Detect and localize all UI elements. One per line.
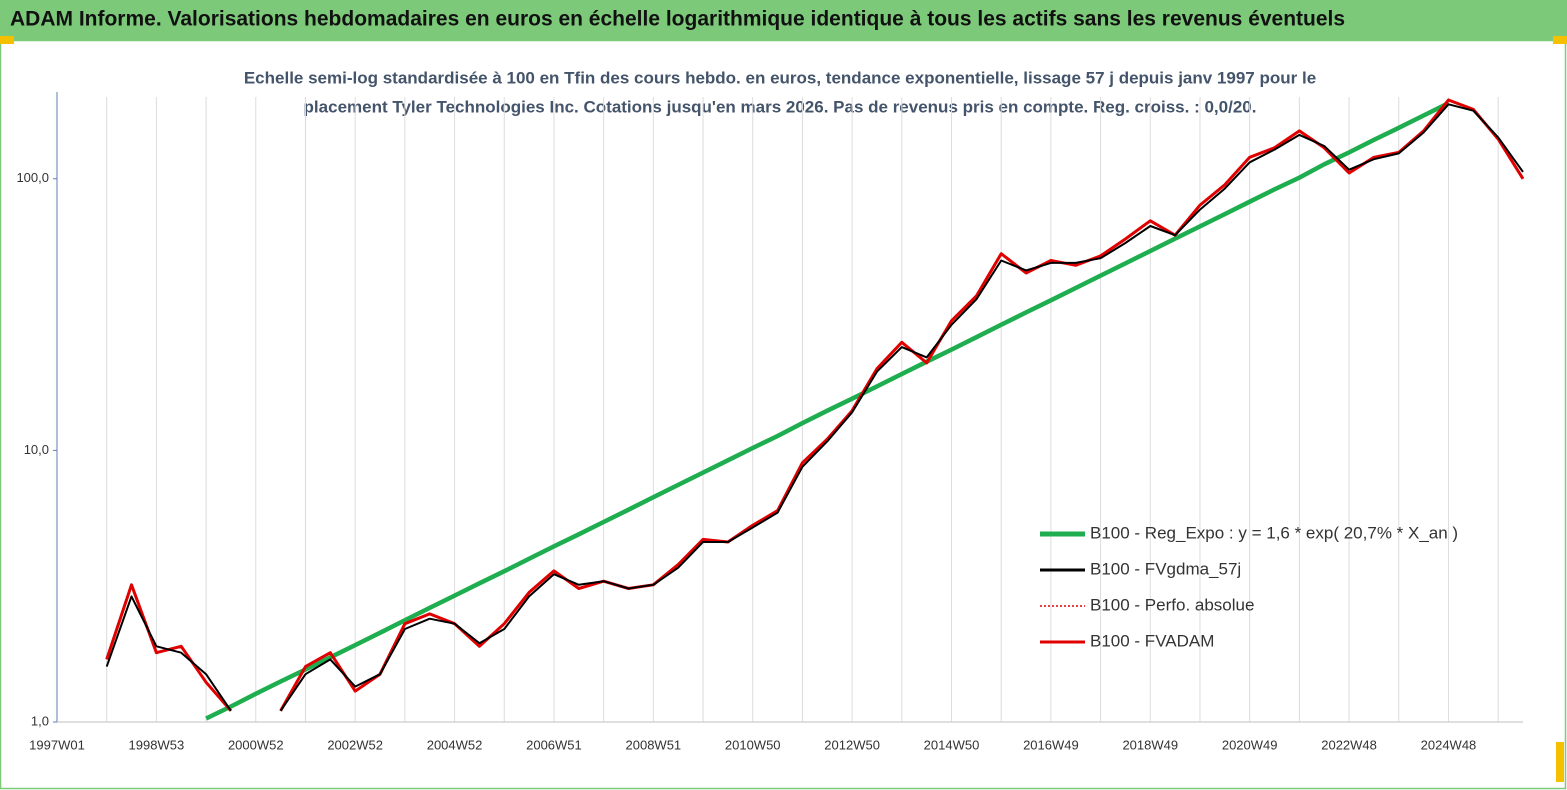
x-tick-label: 2024W48 — [1421, 737, 1477, 752]
plot-area — [105, 98, 1525, 721]
x-tick-label: 2020W49 — [1222, 737, 1278, 752]
x-tick-label: 2016W49 — [1023, 737, 1079, 752]
x-tick-label: 2000W52 — [228, 737, 284, 752]
y-tick-label: 1,0 — [31, 713, 49, 728]
header-bar — [0, 0, 1567, 40]
corner-mark — [1556, 742, 1564, 782]
x-tick-label: 2002W52 — [327, 737, 383, 752]
corner-mark — [1553, 36, 1567, 44]
y-tick-label: 10,0 — [24, 442, 49, 457]
x-tick-label: 2012W50 — [824, 737, 880, 752]
axes: 1,0 10,0 100,0 1997W01 1998W53 2000W52 2002W52… — [16, 92, 1523, 752]
x-tick-label: 2004W52 — [427, 737, 483, 752]
x-tick-label: 1997W01 — [29, 737, 85, 752]
x-tick-label: 1998W53 — [129, 737, 185, 752]
legend: B100 - Reg_Expo : y = 1,6 * exp( 20,7% *… — [1040, 523, 1458, 650]
legend-label: B100 - Reg_Expo : y = 1,6 * exp( 20,7% *… — [1090, 523, 1458, 542]
legend-label: B100 - Perfo. absolue — [1090, 595, 1254, 614]
chart-subtitle: Echelle semi-log standardisée à 100 en T… — [244, 68, 1316, 87]
chart-title: ADAM Informe. Valorisations hebdomadaire… — [10, 8, 1345, 31]
x-tick-label: 2008W51 — [626, 737, 682, 752]
legend-label: B100 - FVgdma_57j — [1090, 559, 1241, 578]
frame — [0, 39, 1567, 790]
x-tick-label: 2010W50 — [725, 737, 781, 752]
series-line — [105, 103, 1524, 712]
series-line — [205, 101, 1450, 721]
x-tick-label: 2018W49 — [1122, 737, 1178, 752]
corner-mark — [0, 36, 14, 44]
x-tick-label: 2006W51 — [526, 737, 582, 752]
chart-subtitle: placement Tyler Technologies Inc. Cotati… — [304, 97, 1257, 116]
x-tick-label: 2014W50 — [924, 737, 980, 752]
y-tick-label: 100,0 — [16, 170, 49, 185]
legend-label: B100 - FVADAM — [1090, 631, 1214, 650]
x-tick-label: 2022W48 — [1321, 737, 1377, 752]
